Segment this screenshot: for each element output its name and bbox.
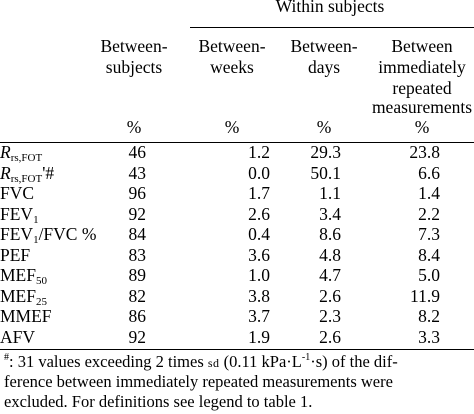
table-cell: 2.6 — [248, 203, 270, 224]
table-cell: 83 — [128, 244, 147, 265]
row-label-main: AFV — [0, 326, 36, 347]
table-cell: 6.6 — [418, 162, 440, 183]
unit-between-weeks: % — [224, 117, 240, 137]
footnote-marker: # — [4, 352, 9, 363]
table-cell: 3.6 — [248, 244, 270, 265]
row-label: Rrs,FOT — [0, 142, 43, 164]
table-cell: 8.4 — [418, 244, 440, 265]
row-label: Rrs,FOT'# — [0, 162, 55, 185]
table-cell: 4.7 — [319, 265, 341, 285]
row-label-main: R — [0, 142, 11, 162]
table-cell: 1.4 — [418, 183, 440, 203]
table-cell: 96 — [128, 183, 147, 203]
unit-immediate: % — [414, 117, 430, 137]
table-cell: 3.7 — [248, 306, 270, 326]
row-label-main: FEV — [0, 224, 34, 244]
header-bottom-rule — [0, 142, 474, 144]
col-header-between-subjects-line2: subjects — [105, 57, 163, 77]
footnote-line-1: #: 31 values exceeding 2 times sd (0.11 … — [4, 352, 398, 371]
row-label-subscript: rs,FOT — [10, 152, 43, 164]
row-label-subscript: 50 — [35, 275, 47, 287]
footnote-line-2: ference between immediately repeated mea… — [4, 372, 393, 391]
table-cell: 0.0 — [248, 162, 270, 183]
col-header-between-days-line2: days — [307, 57, 341, 77]
row-label: FEV1/FVC % — [0, 224, 97, 246]
table-cell: 1.1 — [319, 183, 341, 203]
row-label-main: MMEF — [0, 306, 52, 326]
col-header-immediate-line2: immediately — [378, 57, 466, 77]
unit-between-days: % — [316, 117, 332, 137]
table-cell: 3.3 — [418, 326, 440, 347]
table-cell: 1.7 — [248, 183, 270, 203]
unit-between-subjects: % — [126, 117, 142, 137]
table-cell: 2.3 — [319, 306, 341, 326]
row-label-main: R — [0, 162, 11, 183]
row-label-main: FVC — [0, 183, 35, 203]
table-bottom-rule — [0, 349, 474, 351]
footnote-text-b: (0.11 kPa·L — [219, 352, 302, 371]
row-label: FEV1 — [0, 203, 39, 226]
row-label-main: FEV — [0, 203, 34, 224]
col-header-immediate-line3: repeated — [392, 78, 452, 98]
row-label: MEF25 — [0, 285, 47, 308]
col-header-between-weeks-line2: weeks — [210, 57, 254, 77]
row-label-subscript: rs,FOT — [10, 172, 43, 185]
row-label: PEF — [0, 244, 31, 265]
row-label: MEF50 — [0, 265, 47, 287]
row-label-main: MEF — [0, 265, 36, 285]
table-cell: 1.0 — [248, 265, 270, 285]
footnote-text-c: ·s) of the dif- — [310, 352, 398, 371]
table-cell: 2.6 — [319, 285, 341, 306]
row-label-suffix: '# — [42, 162, 55, 183]
table-cell: 92 — [128, 326, 147, 347]
row-label-main: MEF — [0, 285, 36, 306]
table-cell: 8.2 — [418, 306, 440, 326]
row-label-subscript: 25 — [35, 295, 47, 308]
table-cell: 23.8 — [409, 142, 440, 162]
table-cell: 82 — [128, 285, 147, 306]
table-cell: 29.3 — [310, 142, 341, 162]
col-header-between-subjects-line1: Between- — [100, 36, 168, 56]
table-cell: 84 — [128, 224, 147, 244]
table-cell: 1.2 — [248, 142, 270, 162]
table-cell: 2.6 — [319, 326, 341, 347]
table-cell: 46 — [128, 142, 147, 162]
table-cell: 86 — [128, 306, 147, 326]
row-label: FVC — [0, 183, 35, 203]
footnote-text-a: : 31 values exceeding 2 times — [9, 352, 208, 371]
col-header-between-weeks-line1: Between- — [198, 36, 266, 56]
col-header-immediate-line4: measurements — [371, 97, 473, 117]
col-header-immediate-line1: Between — [391, 36, 453, 56]
table-cell: 7.3 — [418, 224, 440, 244]
row-label-suffix: /FVC % — [38, 224, 97, 244]
table-cell: 0.4 — [248, 224, 270, 244]
table-cell: 50.1 — [310, 162, 341, 183]
header-group-rule — [190, 27, 474, 29]
row-label-main: PEF — [0, 244, 31, 265]
table-cell: 43 — [128, 162, 147, 183]
footnote-sd: sd — [207, 356, 220, 370]
table-cell: 1.9 — [248, 326, 270, 347]
table-cell: 92 — [128, 203, 147, 224]
table-cell: 5.0 — [418, 265, 440, 285]
header-group-within-subjects: Within subjects — [275, 0, 385, 16]
table-cell: 3.4 — [319, 203, 341, 224]
row-label-subscript: 1 — [33, 213, 39, 226]
row-label: MMEF — [0, 306, 52, 326]
col-header-between-days-line1: Between- — [290, 36, 358, 56]
table-cell: 3.8 — [248, 285, 270, 306]
table-cell: 2.2 — [418, 203, 440, 224]
row-label-subscript: 1 — [33, 234, 39, 246]
footnote-exponent: -1 — [301, 352, 311, 363]
table-cell: 8.6 — [319, 224, 341, 244]
table-cell: 89 — [128, 265, 147, 285]
table-cell: 11.9 — [410, 285, 440, 306]
row-label: AFV — [0, 326, 36, 347]
footnote-line-3: excluded. For definitions see legend to … — [4, 392, 313, 411]
table-cell: 4.8 — [319, 244, 341, 265]
